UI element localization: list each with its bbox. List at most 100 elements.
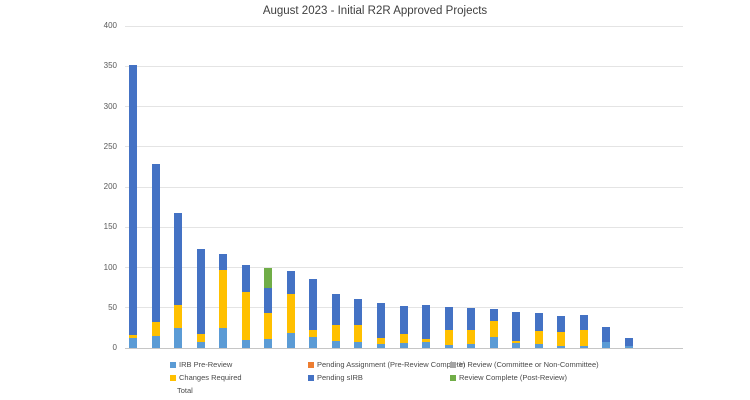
bar[interactable] bbox=[196, 0, 205, 348]
bar[interactable] bbox=[174, 0, 183, 348]
bar-segment-irb-pre-review[interactable] bbox=[331, 340, 340, 348]
bar-segment-irb-pre-review[interactable] bbox=[399, 343, 408, 348]
bar-segment-pending-sirb[interactable] bbox=[129, 64, 137, 336]
bar[interactable] bbox=[354, 0, 363, 348]
bar-segment-changes-required[interactable] bbox=[129, 335, 137, 338]
bar-segment-changes-required[interactable] bbox=[354, 324, 363, 343]
bar-segment-changes-required[interactable] bbox=[557, 331, 566, 347]
legend-item-review-complete-post-review[interactable]: Review Complete (Post-Review) bbox=[450, 374, 567, 382]
bar-segment-pending-sirb[interactable] bbox=[625, 337, 633, 347]
bar-segment-irb-pre-review[interactable] bbox=[579, 345, 588, 348]
bar-segment-pending-sirb[interactable] bbox=[557, 315, 566, 332]
bar-segment-irb-pre-review[interactable] bbox=[467, 343, 476, 348]
bar-segment-irb-pre-review[interactable] bbox=[286, 332, 295, 348]
bar-segment-pending-sirb[interactable] bbox=[241, 265, 250, 292]
bar-segment-irb-pre-review[interactable] bbox=[422, 341, 431, 348]
legend-item-irb-pre-review[interactable]: IRB Pre-Review bbox=[170, 361, 232, 369]
bar[interactable] bbox=[534, 0, 543, 348]
bar-segment-changes-required[interactable] bbox=[196, 334, 205, 343]
bar[interactable] bbox=[264, 0, 273, 348]
y-tick-label: 0 bbox=[112, 343, 117, 352]
bar[interactable] bbox=[489, 0, 498, 348]
bar-segment-changes-required[interactable] bbox=[264, 312, 273, 340]
bar-segment-pending-sirb[interactable] bbox=[286, 270, 295, 295]
bar-segment-irb-pre-review[interactable] bbox=[377, 343, 385, 348]
bar-segment-changes-required[interactable] bbox=[174, 305, 183, 328]
bar-segment-changes-required[interactable] bbox=[444, 329, 453, 345]
bar[interactable] bbox=[625, 0, 633, 348]
bar[interactable] bbox=[467, 0, 476, 348]
bar[interactable] bbox=[557, 0, 566, 348]
bar-segment-pending-sirb[interactable] bbox=[174, 212, 183, 306]
bar-segment-pending-sirb[interactable] bbox=[467, 307, 476, 330]
bar[interactable] bbox=[399, 0, 408, 348]
bar-segment-changes-required[interactable] bbox=[331, 325, 340, 341]
gridline bbox=[125, 186, 683, 188]
bar-segment-irb-pre-review[interactable] bbox=[512, 343, 521, 348]
bar-segment-irb-pre-review[interactable] bbox=[557, 346, 566, 348]
legend-item-in-review-committee-or-non-committee[interactable]: In Review (Committee or Non-Committee) bbox=[450, 361, 599, 369]
bar-segment-changes-required[interactable] bbox=[309, 329, 318, 337]
bar[interactable] bbox=[286, 0, 295, 348]
bar[interactable] bbox=[422, 0, 431, 348]
bar-segment-changes-required[interactable] bbox=[467, 329, 476, 344]
bar-segment-irb-pre-review[interactable] bbox=[309, 336, 318, 348]
bar-segment-pending-sirb[interactable] bbox=[602, 327, 611, 343]
bar-segment-changes-required[interactable] bbox=[422, 339, 431, 342]
bar-segment-pending-sirb[interactable] bbox=[264, 288, 273, 313]
bar-segment-pending-sirb[interactable] bbox=[512, 311, 521, 341]
bar-segment-changes-required[interactable] bbox=[377, 338, 385, 344]
bar-segment-changes-required[interactable] bbox=[286, 294, 295, 333]
bar[interactable] bbox=[579, 0, 588, 348]
bar-segment-pending-sirb[interactable] bbox=[196, 249, 205, 335]
bar-segment-changes-required[interactable] bbox=[489, 321, 498, 337]
bar-segment-pending-sirb[interactable] bbox=[331, 294, 340, 326]
bar-segment-irb-pre-review[interactable] bbox=[444, 344, 453, 348]
bar-segment-irb-pre-review[interactable] bbox=[625, 346, 633, 348]
bar-segment-pending-sirb[interactable] bbox=[309, 278, 318, 330]
bar-segment-irb-pre-review[interactable] bbox=[264, 339, 273, 348]
bar-segment-pending-sirb[interactable] bbox=[422, 304, 431, 340]
bar-segment-changes-required[interactable] bbox=[151, 322, 160, 336]
bar[interactable] bbox=[129, 0, 137, 348]
bar-segment-changes-required[interactable] bbox=[219, 269, 228, 328]
bar-segment-irb-pre-review[interactable] bbox=[489, 336, 498, 348]
bar-segment-changes-required[interactable] bbox=[512, 340, 521, 344]
bar-segment-irb-pre-review[interactable] bbox=[602, 342, 611, 348]
y-tick-label: 50 bbox=[108, 302, 117, 312]
bar-segment-changes-required[interactable] bbox=[241, 291, 250, 340]
legend-item-pending-assignment-pre-review-complete[interactable]: Pending Assignment (Pre-Review Complete) bbox=[308, 361, 465, 369]
bar-segment-changes-required[interactable] bbox=[579, 330, 588, 346]
bar-segment-changes-required[interactable] bbox=[399, 333, 408, 344]
bar-segment-pending-sirb[interactable] bbox=[151, 164, 160, 323]
bar-segment-pending-sirb[interactable] bbox=[489, 309, 498, 322]
bar[interactable] bbox=[512, 0, 521, 348]
bar-segment-pending-sirb[interactable] bbox=[219, 253, 228, 270]
bar[interactable] bbox=[241, 0, 250, 348]
bar[interactable] bbox=[219, 0, 228, 348]
bar-segment-irb-pre-review[interactable] bbox=[174, 327, 183, 348]
bar-segment-irb-pre-review[interactable] bbox=[534, 343, 543, 348]
bar-segment-changes-required[interactable] bbox=[534, 331, 543, 344]
bar-segment-pending-sirb[interactable] bbox=[377, 302, 385, 339]
bar-segment-pending-sirb[interactable] bbox=[444, 306, 453, 330]
bar-segment-pending-sirb[interactable] bbox=[354, 298, 363, 325]
bar-segment-irb-pre-review[interactable] bbox=[219, 327, 228, 348]
bar[interactable] bbox=[331, 0, 340, 348]
legend-item-changes-required[interactable]: Changes Required bbox=[170, 374, 242, 382]
bar-segment-irb-pre-review[interactable] bbox=[151, 335, 160, 348]
bar-segment-pending-sirb[interactable] bbox=[534, 312, 543, 332]
bar[interactable] bbox=[444, 0, 453, 348]
bar[interactable] bbox=[602, 0, 611, 348]
bar[interactable] bbox=[309, 0, 318, 348]
bar[interactable] bbox=[377, 0, 385, 348]
bar-segment-review-complete-post-review[interactable] bbox=[264, 268, 273, 289]
bar-segment-irb-pre-review[interactable] bbox=[129, 337, 137, 348]
bar-segment-irb-pre-review[interactable] bbox=[241, 339, 250, 348]
legend-item-pending-sirb[interactable]: Pending sIRB bbox=[308, 374, 363, 382]
bar[interactable] bbox=[151, 0, 160, 348]
bar-segment-pending-sirb[interactable] bbox=[399, 306, 408, 334]
bar-segment-irb-pre-review[interactable] bbox=[354, 342, 363, 348]
bar-segment-irb-pre-review[interactable] bbox=[196, 342, 205, 348]
bar-segment-pending-sirb[interactable] bbox=[579, 315, 588, 331]
